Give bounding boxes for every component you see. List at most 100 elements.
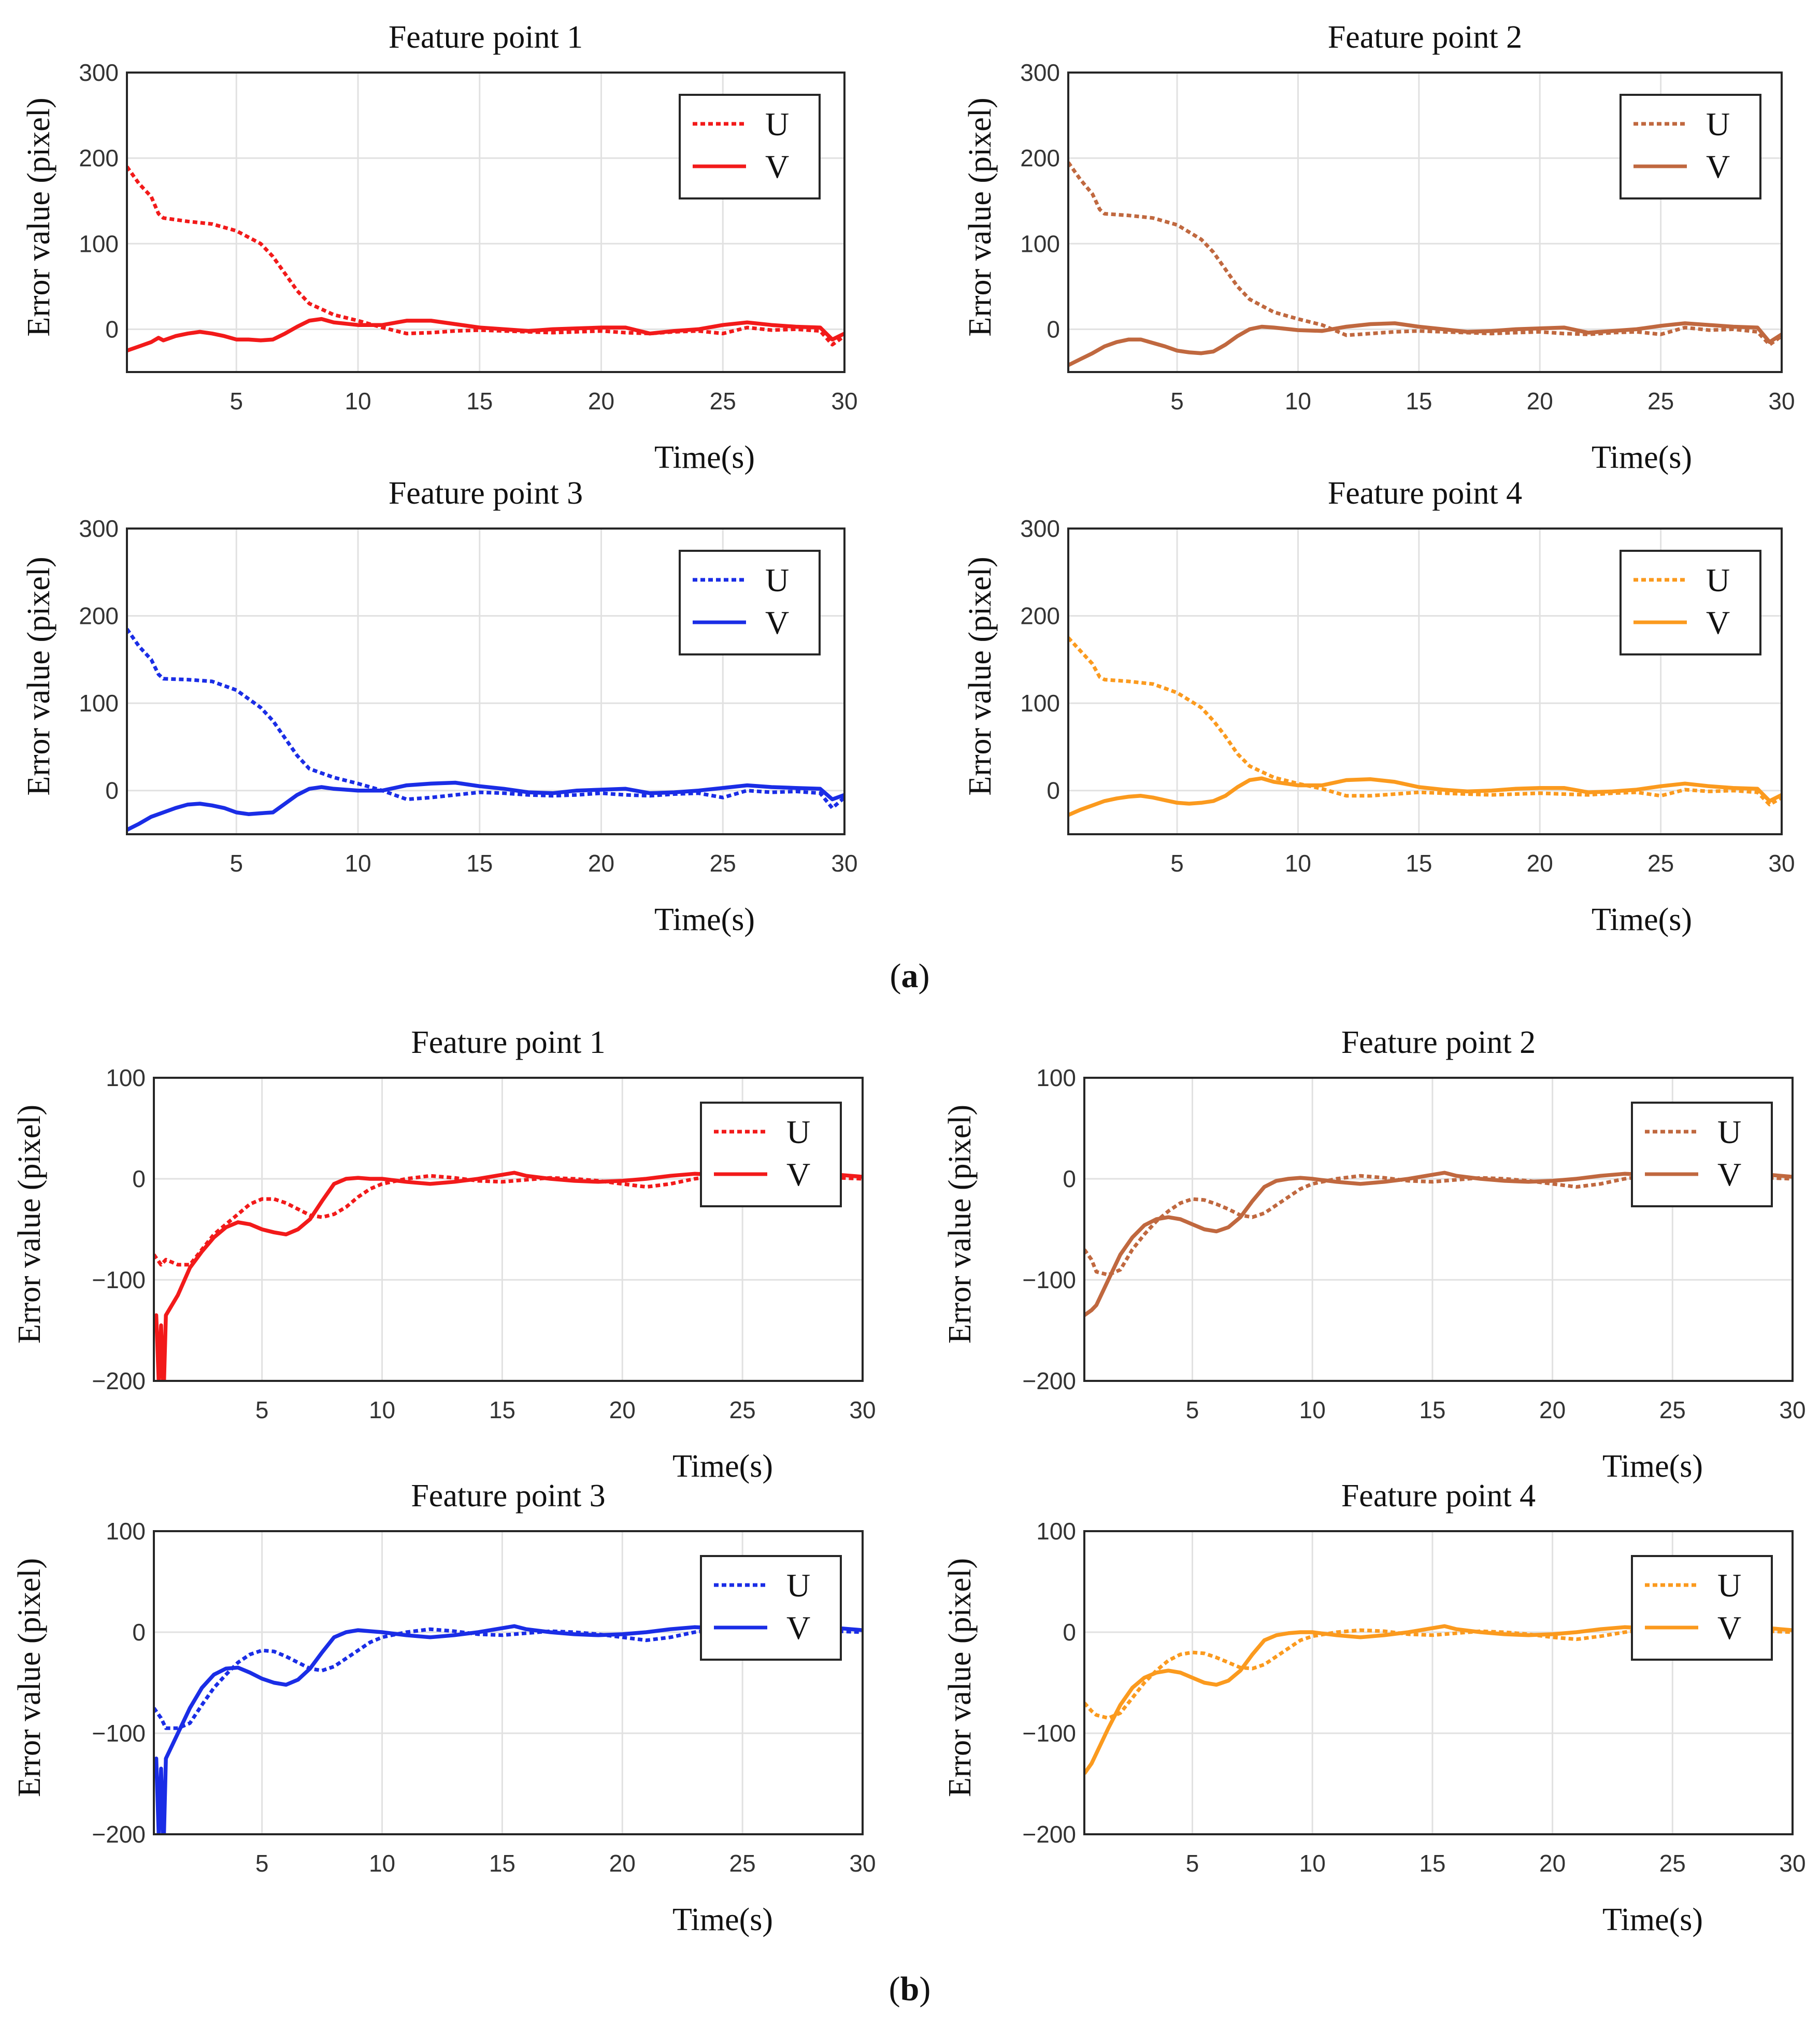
chart-a-1-legend-box — [679, 94, 821, 199]
chart-b-1-xtick-label-1: 10 — [369, 1396, 395, 1423]
chart-b-4-legend-box — [1631, 1555, 1773, 1661]
chart-b-2-legend-label-u: U — [1717, 1114, 1741, 1150]
chart-a-1-series-v — [127, 317, 844, 353]
chart-a-4-series-v — [1068, 776, 1782, 817]
panel-caption-b: (b) — [889, 1970, 931, 2008]
chart-b-3-legend: UV — [700, 1555, 842, 1661]
chart-a-3-legend-label-u: U — [765, 562, 789, 598]
chart-a-4-xtick-label-5: 30 — [1768, 850, 1795, 877]
chart-b-3-xtick-label-0: 5 — [255, 1850, 269, 1877]
chart-a-1-xtick-label-0: 5 — [230, 388, 243, 415]
chart-a-3-legend: UV — [679, 550, 821, 655]
chart-a-2-ytick-label-2: 200 — [1020, 145, 1060, 172]
chart-a-1-ytick-label-3: 300 — [79, 59, 119, 86]
chart-a-4-ytick-label-3: 300 — [1020, 515, 1060, 542]
chart-b-3-xtick-label-1: 10 — [369, 1850, 395, 1877]
chart-b-2-legend: UV — [1631, 1102, 1773, 1207]
chart-a-3-series-v — [127, 780, 844, 832]
chart-a-4-series-u — [1068, 636, 1782, 807]
chart-a-3-title: Feature point 3 — [389, 476, 583, 511]
chart-b-2-xtick-label-2: 15 — [1419, 1396, 1445, 1423]
chart-b-1-title: Feature point 1 — [411, 1025, 605, 1060]
chart-b-2: 5 10 15 20 25 30 −200 −100 0 100 Feature point 2 Ti… — [942, 1025, 1806, 1484]
chart-a-1-ytick-label-2: 200 — [79, 145, 119, 172]
chart-a-4-ylabel: Error value (pixel) — [963, 557, 998, 795]
chart-b-3-ytick-label-1: −100 — [92, 1720, 146, 1747]
chart-b-3-ytick-label-2: 0 — [132, 1619, 146, 1646]
chart-b-1: 5 10 15 20 25 30 −200 −100 0 100 Feature point 1 Ti… — [12, 1025, 876, 1484]
chart-a-4-xtick-label-3: 20 — [1527, 850, 1553, 877]
chart-a-4-xtick-label-4: 25 — [1647, 850, 1674, 877]
panel-caption-a-close: ) — [919, 957, 930, 995]
chart-b-2-ytick-label-2: 0 — [1063, 1165, 1076, 1192]
chart-a-4-ytick-label-2: 200 — [1020, 603, 1060, 630]
chart-b-2-xtick-label-1: 10 — [1299, 1396, 1326, 1423]
chart-a-2-legend: UV — [1620, 94, 1761, 199]
chart-b-1-series-v — [154, 1171, 863, 1381]
chart-a-2-legend-label-u: U — [1706, 106, 1730, 142]
chart-b-3-legend-label-v: V — [786, 1609, 810, 1646]
chart-b-4-legend: UV — [1631, 1555, 1773, 1661]
chart-a-1-xtick-label-2: 15 — [466, 388, 493, 415]
chart-b-3-xtick-label-4: 25 — [729, 1850, 756, 1877]
chart-a-3-ytick-label-1: 100 — [79, 690, 119, 717]
chart-b-3-ytick-label-3: 100 — [106, 1518, 146, 1545]
chart-a-1-series-u — [127, 165, 844, 347]
chart-b-4-xtick-label-2: 15 — [1419, 1850, 1445, 1877]
panel-caption-b-letter: b — [900, 1970, 920, 2008]
chart-a-3-axes-frame — [126, 527, 845, 835]
chart-b-2-ytick-label-1: −100 — [1022, 1266, 1076, 1293]
chart-a-3-xtick-label-5: 30 — [831, 850, 857, 877]
chart-b-4-ytick-label-2: 0 — [1063, 1619, 1076, 1646]
chart-a-1-ylabel: Error value (pixel) — [21, 97, 56, 336]
chart-b-3-ytick-label-0: −200 — [92, 1821, 146, 1848]
chart-b-2-ylabel: Error value (pixel) — [942, 1105, 978, 1344]
chart-b-1-axes-frame — [153, 1077, 864, 1382]
chart-b-3-ylabel: Error value (pixel) — [12, 1558, 47, 1797]
chart-b-3-xtick-label-5: 30 — [849, 1850, 876, 1877]
chart-a-3-legend-label-v: V — [765, 604, 789, 641]
chart-a-1-ytick-label-1: 100 — [79, 230, 119, 257]
chart-b-4-ytick-label-0: −200 — [1022, 1821, 1076, 1848]
chart-a-3-xlabel: Time(s) — [654, 902, 755, 937]
chart-b-4-axes-frame — [1083, 1530, 1794, 1835]
chart-a-2-xtick-label-3: 20 — [1527, 388, 1553, 415]
chart-b-2-axes-frame — [1083, 1077, 1794, 1382]
panel-caption-a: (a) — [890, 957, 930, 995]
chart-b-4-legend-label-v: V — [1717, 1609, 1741, 1646]
chart-b-4-xtick-label-5: 30 — [1779, 1850, 1805, 1877]
panel-caption-b-close: ) — [919, 1970, 930, 2008]
chart-a-1-axes-frame — [126, 72, 845, 373]
chart-a-2-ytick-label-0: 0 — [1047, 316, 1060, 343]
chart-b-2-legend-box — [1631, 1102, 1773, 1207]
chart-b-3-legend-box — [700, 1555, 842, 1661]
chart-b-2-xtick-label-5: 30 — [1779, 1396, 1805, 1423]
chart-a-4-axes-frame — [1067, 527, 1783, 835]
chart-a-2-legend-box — [1620, 94, 1761, 199]
chart-b-1-legend-label-v: V — [786, 1156, 810, 1193]
chart-a-3-xtick-label-4: 25 — [710, 850, 736, 877]
chart-b-1-xlabel: Time(s) — [672, 1449, 773, 1484]
chart-b-4-xtick-label-3: 20 — [1539, 1850, 1566, 1877]
chart-a-4-legend-label-v: V — [1706, 604, 1730, 641]
chart-a-3-ytick-label-3: 300 — [79, 515, 119, 542]
chart-a-1-legend-label-u: U — [765, 106, 789, 142]
chart-b-4-xlabel: Time(s) — [1602, 1902, 1703, 1937]
chart-a-3-ytick-label-0: 0 — [105, 777, 119, 804]
chart-a-2-series-u — [1068, 161, 1782, 347]
chart-b-2-ytick-label-0: −200 — [1022, 1367, 1076, 1394]
chart-a-3-series-u — [127, 627, 844, 810]
panel-caption-a-letter: a — [901, 957, 919, 995]
chart-b-4-ytick-label-3: 100 — [1036, 1518, 1076, 1545]
chart-b-3-axes-frame — [153, 1530, 864, 1835]
chart-a-2-ytick-label-1: 100 — [1020, 230, 1060, 257]
chart-a-3-xtick-label-2: 15 — [466, 850, 493, 877]
chart-a-4-xtick-label-1: 10 — [1285, 850, 1311, 877]
chart-a-2-xtick-label-2: 15 — [1406, 388, 1432, 415]
chart-a-4-xtick-label-0: 5 — [1170, 850, 1184, 877]
chart-a-2-xtick-label-1: 10 — [1285, 388, 1311, 415]
